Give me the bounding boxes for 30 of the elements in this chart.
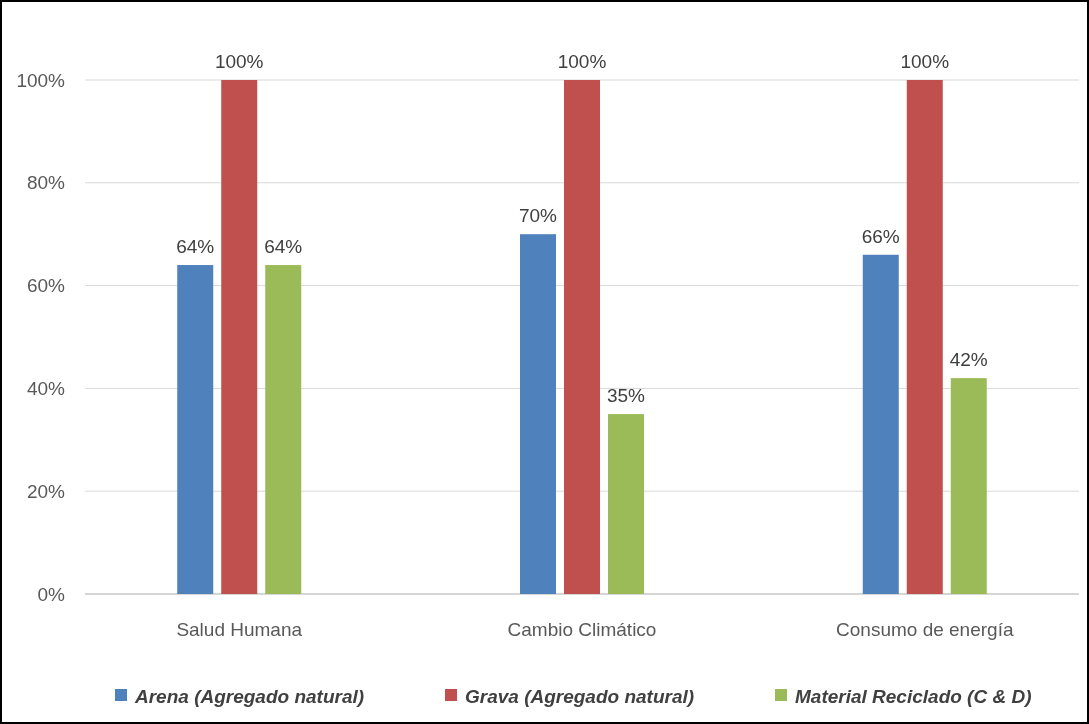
y-tick-label: 40% xyxy=(26,378,66,400)
y-tick-label: 100% xyxy=(16,69,66,91)
text: 70% xyxy=(518,205,558,227)
bar xyxy=(520,234,556,594)
text: 42% xyxy=(949,349,988,371)
x-tick-label: Consumo de energía xyxy=(836,619,1014,640)
text: 64% xyxy=(264,236,303,258)
y-tick-label: 60% xyxy=(26,275,66,297)
legend-label: Grava (Agregado natural) xyxy=(465,685,695,707)
x-tick-label: Cambio Climático xyxy=(507,619,657,640)
text: 35% xyxy=(606,385,646,407)
legend-label: Material Reciclado (C & D) xyxy=(795,685,1032,707)
text: 66% xyxy=(861,225,900,247)
text: 100% xyxy=(557,51,607,72)
y-tick-label: 80% xyxy=(26,172,66,194)
bar xyxy=(862,254,899,594)
x-tick-label: Salud Humana xyxy=(176,619,303,640)
bar xyxy=(564,80,600,594)
bar xyxy=(265,265,302,594)
text: 100% xyxy=(214,51,264,72)
y-tick-label: 20% xyxy=(26,480,66,502)
bar xyxy=(950,378,987,594)
text: 64% xyxy=(176,236,215,258)
text: 100% xyxy=(900,51,950,72)
bar xyxy=(177,265,214,594)
bar xyxy=(608,414,644,594)
bar xyxy=(906,80,943,594)
bar xyxy=(221,80,258,594)
y-tick-label: 0% xyxy=(37,583,66,605)
legend-label: Arena (Agregado natural) xyxy=(134,685,365,707)
